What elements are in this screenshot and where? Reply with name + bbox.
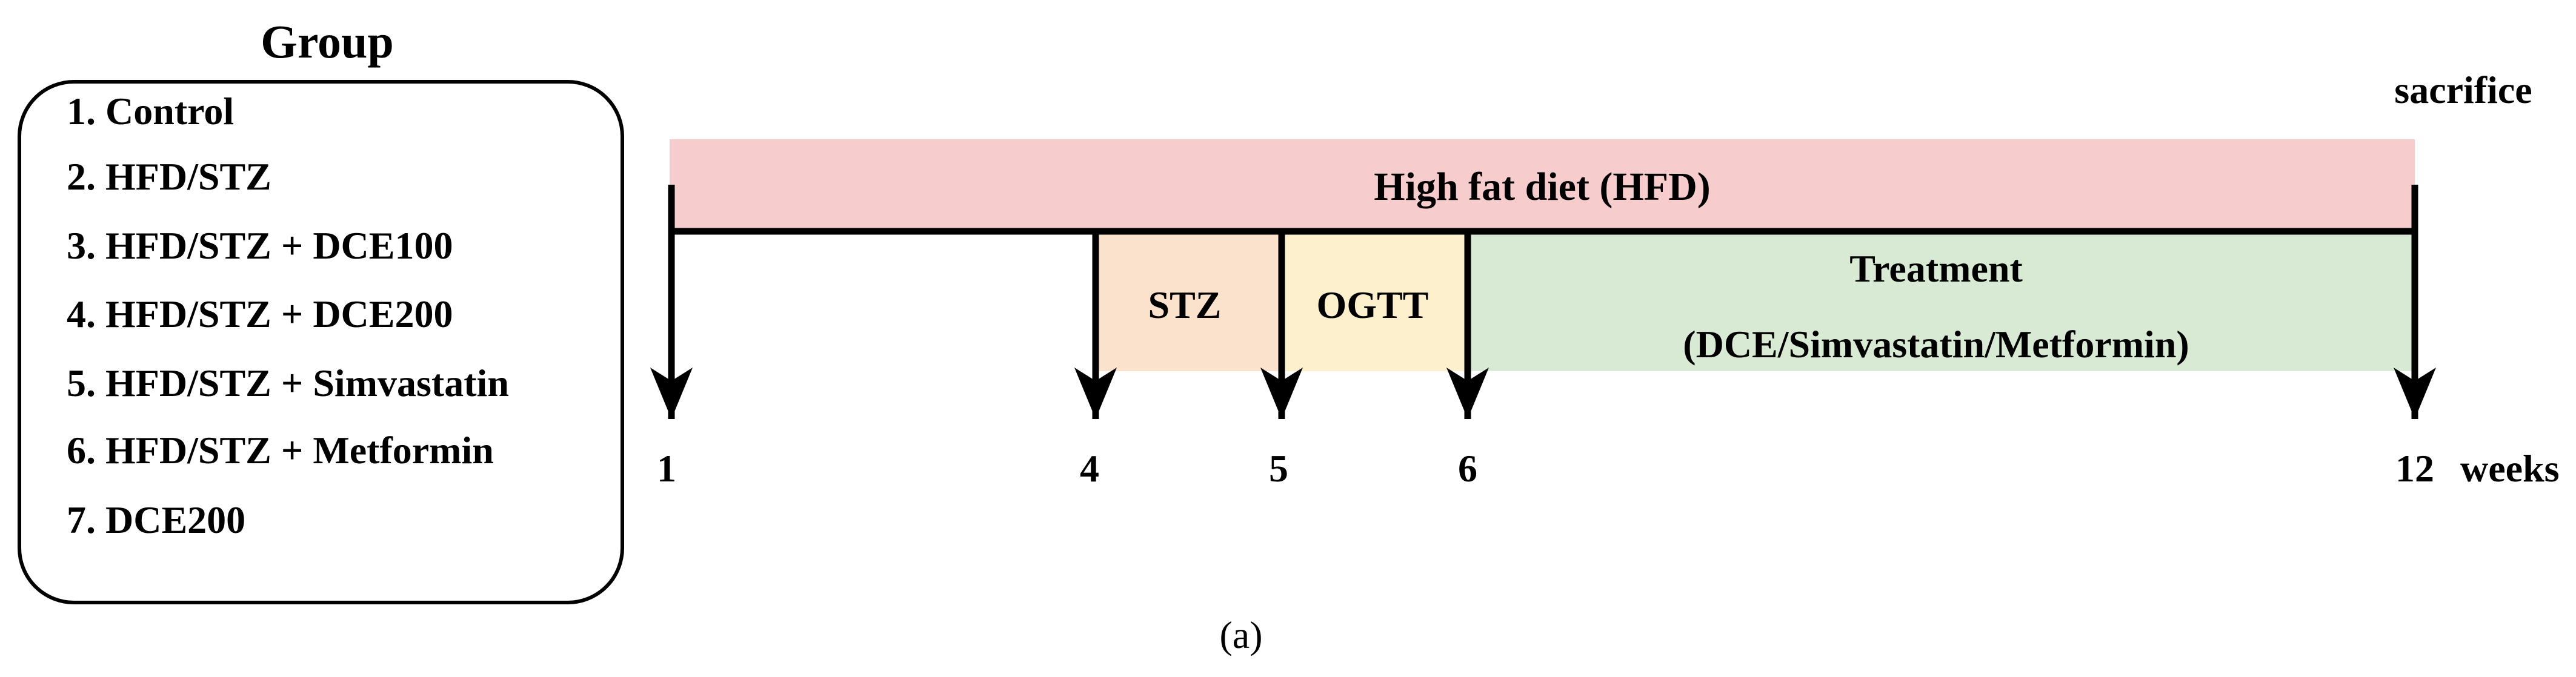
tick-label-week-12: 12: [2395, 447, 2434, 490]
tick-label-week-4: 4: [1080, 447, 1099, 490]
tick-label-week-1: 1: [657, 447, 676, 490]
group-title: Group: [261, 15, 394, 68]
hfd-period-bar: [670, 139, 2415, 231]
group-item-6: 6. HFD/STZ + Metformin: [67, 429, 494, 472]
treatment-period-box: [1468, 233, 2415, 371]
tick-label-week-5: 5: [1269, 447, 1288, 490]
weeks-unit-label: weeks: [2460, 447, 2560, 490]
group-item-1: 1. Control: [67, 90, 234, 133]
group-box: [18, 80, 624, 604]
ogtt-label: OGTT: [1317, 283, 1429, 326]
group-item-7: 7. DCE200: [67, 498, 245, 541]
stz-label: STZ: [1148, 283, 1222, 326]
ogtt-period-box: [1282, 233, 1468, 371]
figure-caption: (a): [1219, 613, 1262, 656]
group-item-4: 4. HFD/STZ + DCE200: [67, 292, 453, 335]
treatment-label: Treatment: [1849, 247, 2023, 290]
group-item-2: 2. HFD/STZ: [67, 155, 271, 198]
tick-label-week-6: 6: [1458, 447, 1477, 490]
treatment-drugs-label: (DCE/Simvastatin/Metformin): [1683, 323, 2189, 366]
stz-period-box: [1096, 233, 1282, 371]
group-item-3: 3. HFD/STZ + DCE100: [67, 224, 453, 267]
group-item-5: 5. HFD/STZ + Simvastatin: [67, 362, 509, 405]
group-list: 1. Control 2. HFD/STZ 3. HFD/STZ + DCE10…: [67, 90, 509, 541]
hfd-label: High fat diet (HFD): [1374, 165, 1710, 209]
sacrifice-label: sacrifice: [2394, 68, 2532, 111]
